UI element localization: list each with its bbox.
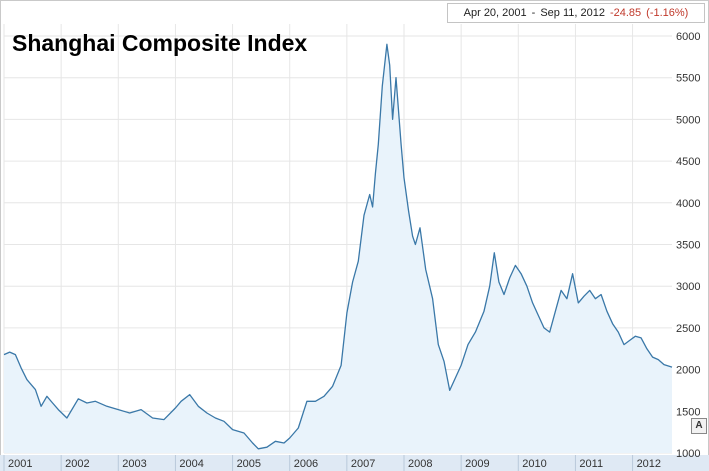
y-tick-label: 5500	[676, 73, 700, 85]
y-tick-label: 2500	[676, 323, 700, 335]
series-area	[4, 44, 672, 454]
price-change: -24.85	[609, 7, 642, 19]
x-tick-label: 2008	[408, 458, 432, 470]
y-tick-label: 2000	[676, 365, 700, 377]
x-tick-label: 2009	[465, 458, 489, 470]
x-tick-label: 2004	[179, 458, 203, 470]
x-tick-label: 2003	[122, 458, 146, 470]
x-tick-label: 2001	[8, 458, 32, 470]
range-end: Sep 11, 2012	[540, 7, 605, 19]
y-tick-label: 3000	[676, 281, 700, 293]
autoscale-icon[interactable]: A	[691, 418, 707, 434]
price-change-percent: (-1.16%)	[646, 7, 689, 19]
y-tick-label: 4500	[676, 156, 700, 168]
chart-title: Shanghai Composite Index	[12, 30, 308, 56]
x-tick-label: 2011	[579, 458, 603, 470]
y-tick-label: 5000	[676, 114, 700, 126]
x-tick-label: 2012	[637, 458, 661, 470]
y-tick-label: 4000	[676, 198, 700, 210]
series-line	[3, 43, 673, 450]
series-layer	[3, 43, 673, 454]
y-tick-label: 1500	[676, 406, 700, 418]
x-tick-label: 2002	[65, 458, 89, 470]
date-range-display[interactable]: Apr 20, 2001 - Sep 11, 2012 -24.85 (-1.1…	[447, 3, 705, 23]
y-tick-label: 6000	[676, 31, 700, 43]
y-tick-label: 3500	[676, 240, 700, 252]
x-tick-label: 2007	[351, 458, 375, 470]
y-tick-label: 1000	[676, 448, 700, 460]
range-separator: -	[531, 7, 536, 19]
x-tick-label: 2006	[294, 458, 318, 470]
x-axis: 2001 2002 2003 2004 2005 2006 2007 2008 2009 2010…	[0, 455, 709, 471]
x-tick-label: 2005	[237, 458, 261, 470]
range-start: Apr 20, 2001	[463, 7, 527, 19]
x-tick-label: 2010	[522, 458, 546, 470]
x-axis-band	[0, 455, 709, 471]
y-axis: 1000 1500 2000 2500 3000 3500 4000 4500 5000 5500…	[676, 31, 700, 460]
